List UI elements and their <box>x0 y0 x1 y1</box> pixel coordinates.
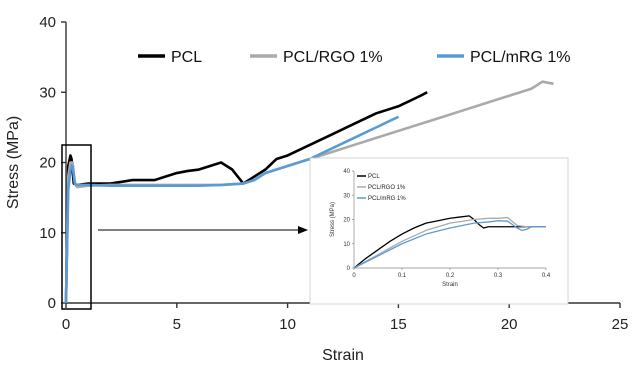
inset-x-tick-label: 0.3 <box>494 273 503 279</box>
legend-label-pcl-rgo-1: PCL/RGO 1% <box>283 49 383 66</box>
x-tick-label: 15 <box>390 316 407 333</box>
y-tick-label: 0 <box>48 295 56 312</box>
inset-x-tick-label: 0.4 <box>542 273 551 279</box>
inset-x-tick-label: 0.1 <box>398 273 407 279</box>
y-tick-label: 20 <box>39 155 56 172</box>
inset-legend-label-pcl: PCL <box>368 174 380 180</box>
inset-y-tick-label: 30 <box>343 193 350 199</box>
inset-chart: 0 0.1 0.2 0.3 0.4 0 10 20 30 40 Strain Stress (MPa)… <box>309 157 569 305</box>
main-legend: PCL PCL/RGO 1% PCL/mRG 1% <box>138 49 570 66</box>
legend-label-pcl-mrg-1: PCL/mRG 1% <box>470 49 570 66</box>
main-axes: 0 5 10 15 20 25 0 10 20 30 40 Strain Stress (MPa) <box>5 14 628 364</box>
main-series <box>64 80 554 304</box>
inset-x-tick-label: 0.2 <box>446 273 455 279</box>
inset-y-tick-label: 10 <box>343 242 350 248</box>
y-tick-label: 30 <box>39 84 56 101</box>
x-tick-label: 20 <box>501 316 518 333</box>
inset-x-tick-label: 0 <box>352 273 356 279</box>
x-tick-label: 25 <box>612 316 629 333</box>
inset-series <box>353 215 546 269</box>
inset-x-axis-title: Strain <box>442 282 458 288</box>
zoom-annotation <box>61 144 308 310</box>
inset-series-line-pcl-rgo-1 <box>353 216 546 269</box>
x-axis-title: Strain <box>322 347 364 364</box>
inset-y-tick-label: 40 <box>343 169 350 175</box>
inset-series-line-pcl <box>353 215 546 269</box>
inset-legend: PCL PCL/RGO 1% PCL/mRG 1% <box>357 174 406 202</box>
legend-label-pcl: PCL <box>171 49 202 66</box>
y-tick-label: 10 <box>39 225 56 242</box>
y-axis-title: Stress (MPa) <box>5 116 22 209</box>
y-tick-label: 40 <box>39 14 56 31</box>
inset-y-tick-label: 20 <box>343 218 350 224</box>
x-tick-label: 0 <box>62 316 70 333</box>
inset-axes: 0 0.1 0.2 0.3 0.4 0 10 20 30 40 Strain Stress (MPa) <box>330 169 551 288</box>
inset-y-axis-title: Stress (MPa) <box>330 202 336 237</box>
series-line-pcl-mrg-1 <box>64 115 399 304</box>
inset-legend-label-pcl-rgo-1: PCL/RGO 1% <box>368 185 406 191</box>
inset-y-tick-label: 0 <box>347 266 351 272</box>
x-tick-label: 5 <box>173 316 181 333</box>
zoom-region-box <box>61 144 92 310</box>
x-tick-label: 10 <box>279 316 296 333</box>
zoom-arrowhead <box>298 226 308 234</box>
inset-legend-label-pcl-mrg-1: PCL/mRG 1% <box>368 196 406 202</box>
inset-series-line-pcl-mrg-1 <box>353 220 546 269</box>
